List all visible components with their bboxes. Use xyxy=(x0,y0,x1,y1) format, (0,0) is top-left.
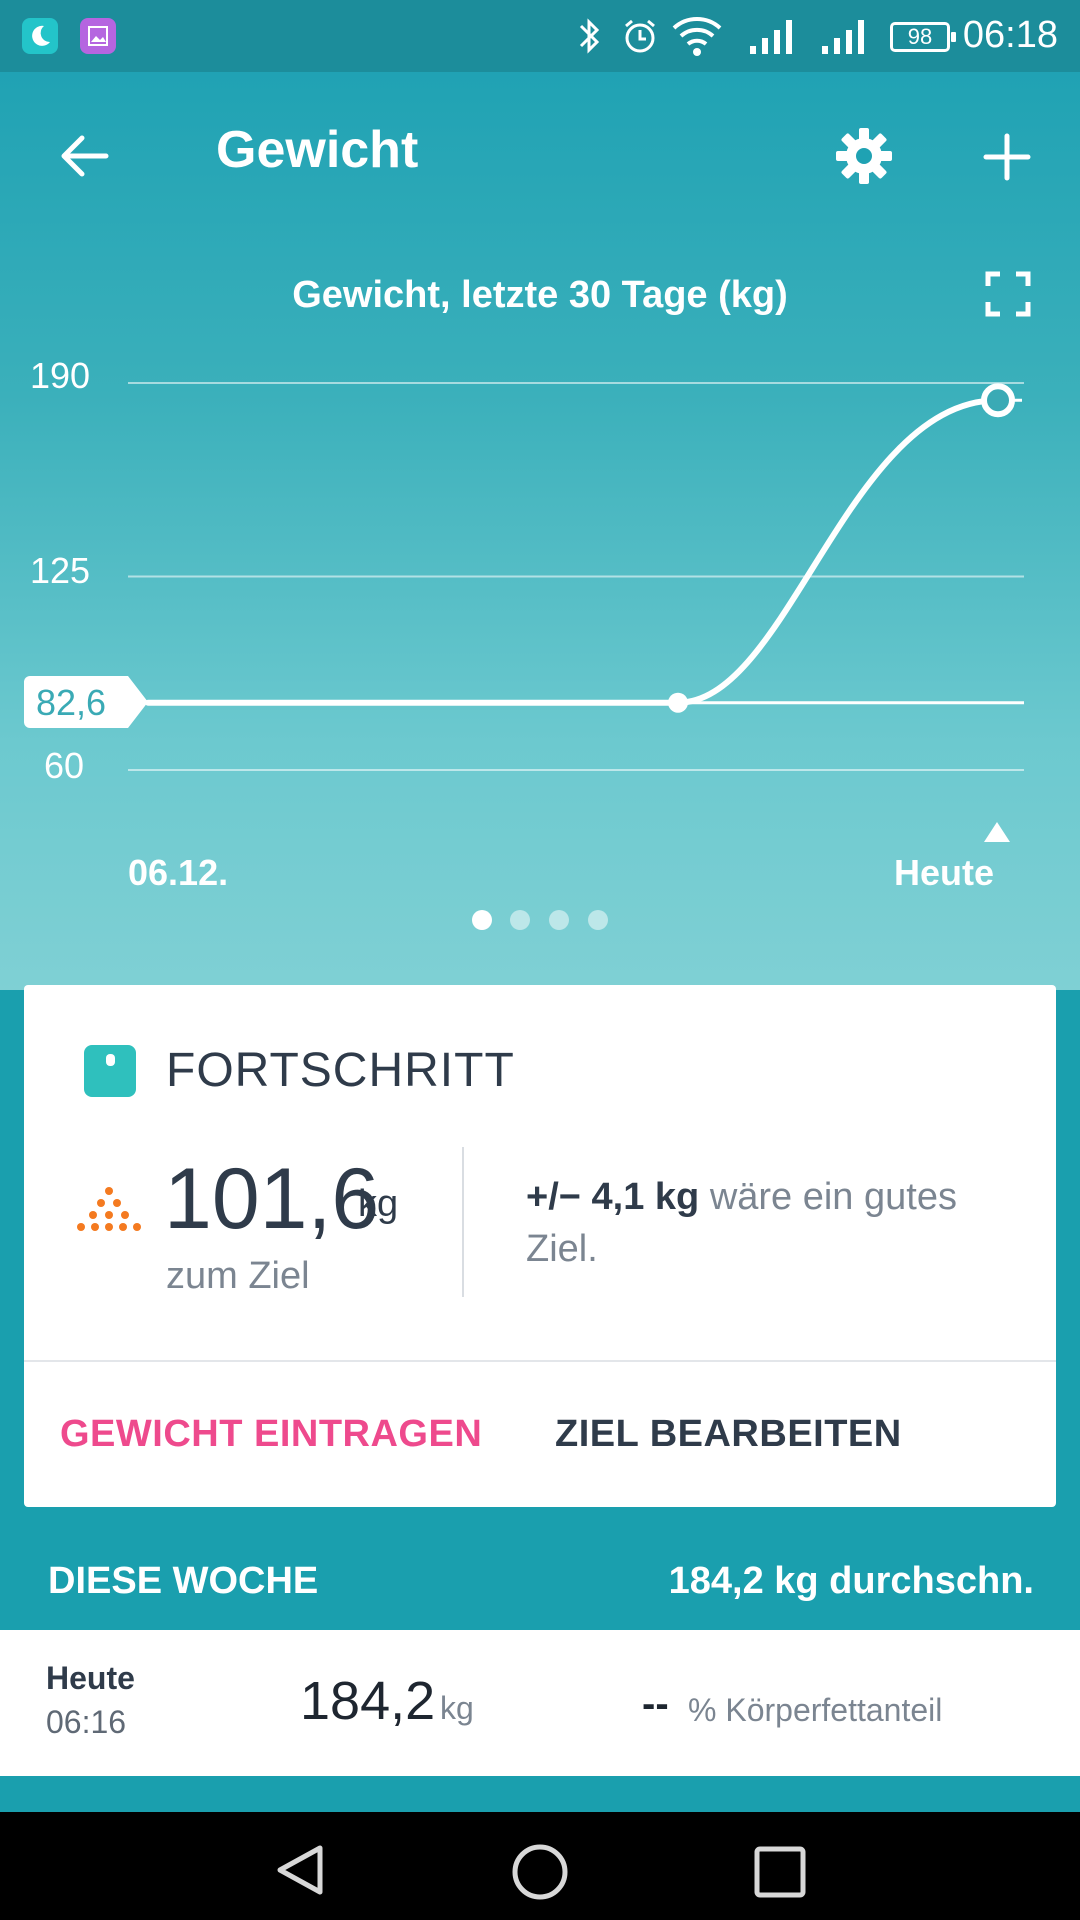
trend-dots-icon xyxy=(77,1187,141,1231)
remaining-unit: kg xyxy=(358,1183,399,1225)
edit-goal-button[interactable]: ZIEL BEARBEITEN xyxy=(555,1413,902,1455)
status-time: 06:18 xyxy=(962,14,1058,56)
entry-unit: kg xyxy=(440,1690,474,1726)
today-marker-icon xyxy=(984,822,1010,842)
suggestion-text: wäre ein gutes Ziel. xyxy=(526,1176,957,1270)
series-line xyxy=(145,397,1001,706)
gallery-app-icon xyxy=(80,18,116,54)
week-label: DIESE WOCHE xyxy=(48,1560,319,1602)
signal-icon-2 xyxy=(822,20,864,54)
next-section-peek xyxy=(0,1776,1080,1812)
log-weight-button[interactable]: GEWICHT EINTRAGEN xyxy=(60,1413,483,1455)
suggestion-prefix: +/− xyxy=(526,1176,581,1218)
week-average: 184,2 kg durchschn. xyxy=(668,1560,1034,1602)
suggestion-amount: 4,1 kg xyxy=(591,1176,700,1218)
back-arrow-icon[interactable] xyxy=(54,126,114,186)
card-divider-horizontal xyxy=(24,1360,1056,1362)
entry-time: 06:16 xyxy=(46,1704,127,1740)
scale-icon xyxy=(84,1045,136,1097)
nav-back-icon[interactable] xyxy=(272,1842,328,1898)
x-start-label: 06.12. xyxy=(128,852,229,893)
list-item[interactable]: Heute 06:16 184,2 kg -- % Körperfettante… xyxy=(0,1630,1080,1776)
alarm-icon xyxy=(625,19,655,53)
progress-card: FORTSCHRITT 101,6 kg zum Ziel +/− 4,1 kg… xyxy=(24,985,1056,1507)
bluetooth-icon xyxy=(579,18,600,54)
page-title: Gewicht xyxy=(216,121,419,179)
entry-day: Heute xyxy=(46,1660,135,1696)
x-end-label: Heute xyxy=(894,852,995,893)
nav-home-icon[interactable] xyxy=(510,1842,570,1902)
pager-dot-3[interactable] xyxy=(549,910,569,930)
pager-dot-1[interactable] xyxy=(472,910,492,930)
wifi-icon xyxy=(672,17,722,56)
weight-line-chart xyxy=(128,382,1024,771)
goal-suggestion: +/− 4,1 kg wäre ein gutes Ziel. xyxy=(526,1171,1006,1275)
reference-value: 82,6 xyxy=(36,682,107,723)
y-tick-190: 190 xyxy=(30,355,91,396)
system-nav-bar xyxy=(0,1812,1080,1920)
pager-dot-4[interactable] xyxy=(588,910,608,930)
entry-fat-label: % Körperfettanteil xyxy=(688,1692,943,1728)
signal-icon xyxy=(750,20,792,54)
entry-weight: 184,2 xyxy=(300,1671,436,1731)
data-point-1 xyxy=(668,692,688,713)
plus-icon[interactable] xyxy=(982,132,1032,182)
nav-recent-icon[interactable] xyxy=(752,1844,808,1900)
reference-value-badge: 82,6 xyxy=(24,676,150,728)
week-section-header: DIESE WOCHE 184,2 kg durchschn. xyxy=(0,1532,1080,1630)
chart-title: Gewicht, letzte 30 Tage (kg) xyxy=(292,274,788,316)
remaining-label: zum Ziel xyxy=(166,1255,310,1297)
fullscreen-icon[interactable] xyxy=(984,270,1032,318)
battery-icon: 98 xyxy=(890,22,956,52)
y-tick-60: 60 xyxy=(44,745,85,786)
y-tick-125: 125 xyxy=(30,550,91,591)
status-bar: 98 06:18 xyxy=(0,0,1080,72)
data-point-2 xyxy=(981,383,1015,418)
pager-dot-2[interactable] xyxy=(510,910,530,930)
remaining-value: 101,6 xyxy=(164,1151,380,1247)
reference-badge-shape xyxy=(24,676,148,728)
card-divider-vertical xyxy=(462,1147,464,1297)
card-title: FORTSCHRITT xyxy=(166,1044,515,1097)
hero-background xyxy=(0,0,1080,990)
gear-icon[interactable] xyxy=(832,124,896,188)
moon-app-icon xyxy=(22,18,58,54)
entry-fat-value: -- xyxy=(642,1682,669,1726)
